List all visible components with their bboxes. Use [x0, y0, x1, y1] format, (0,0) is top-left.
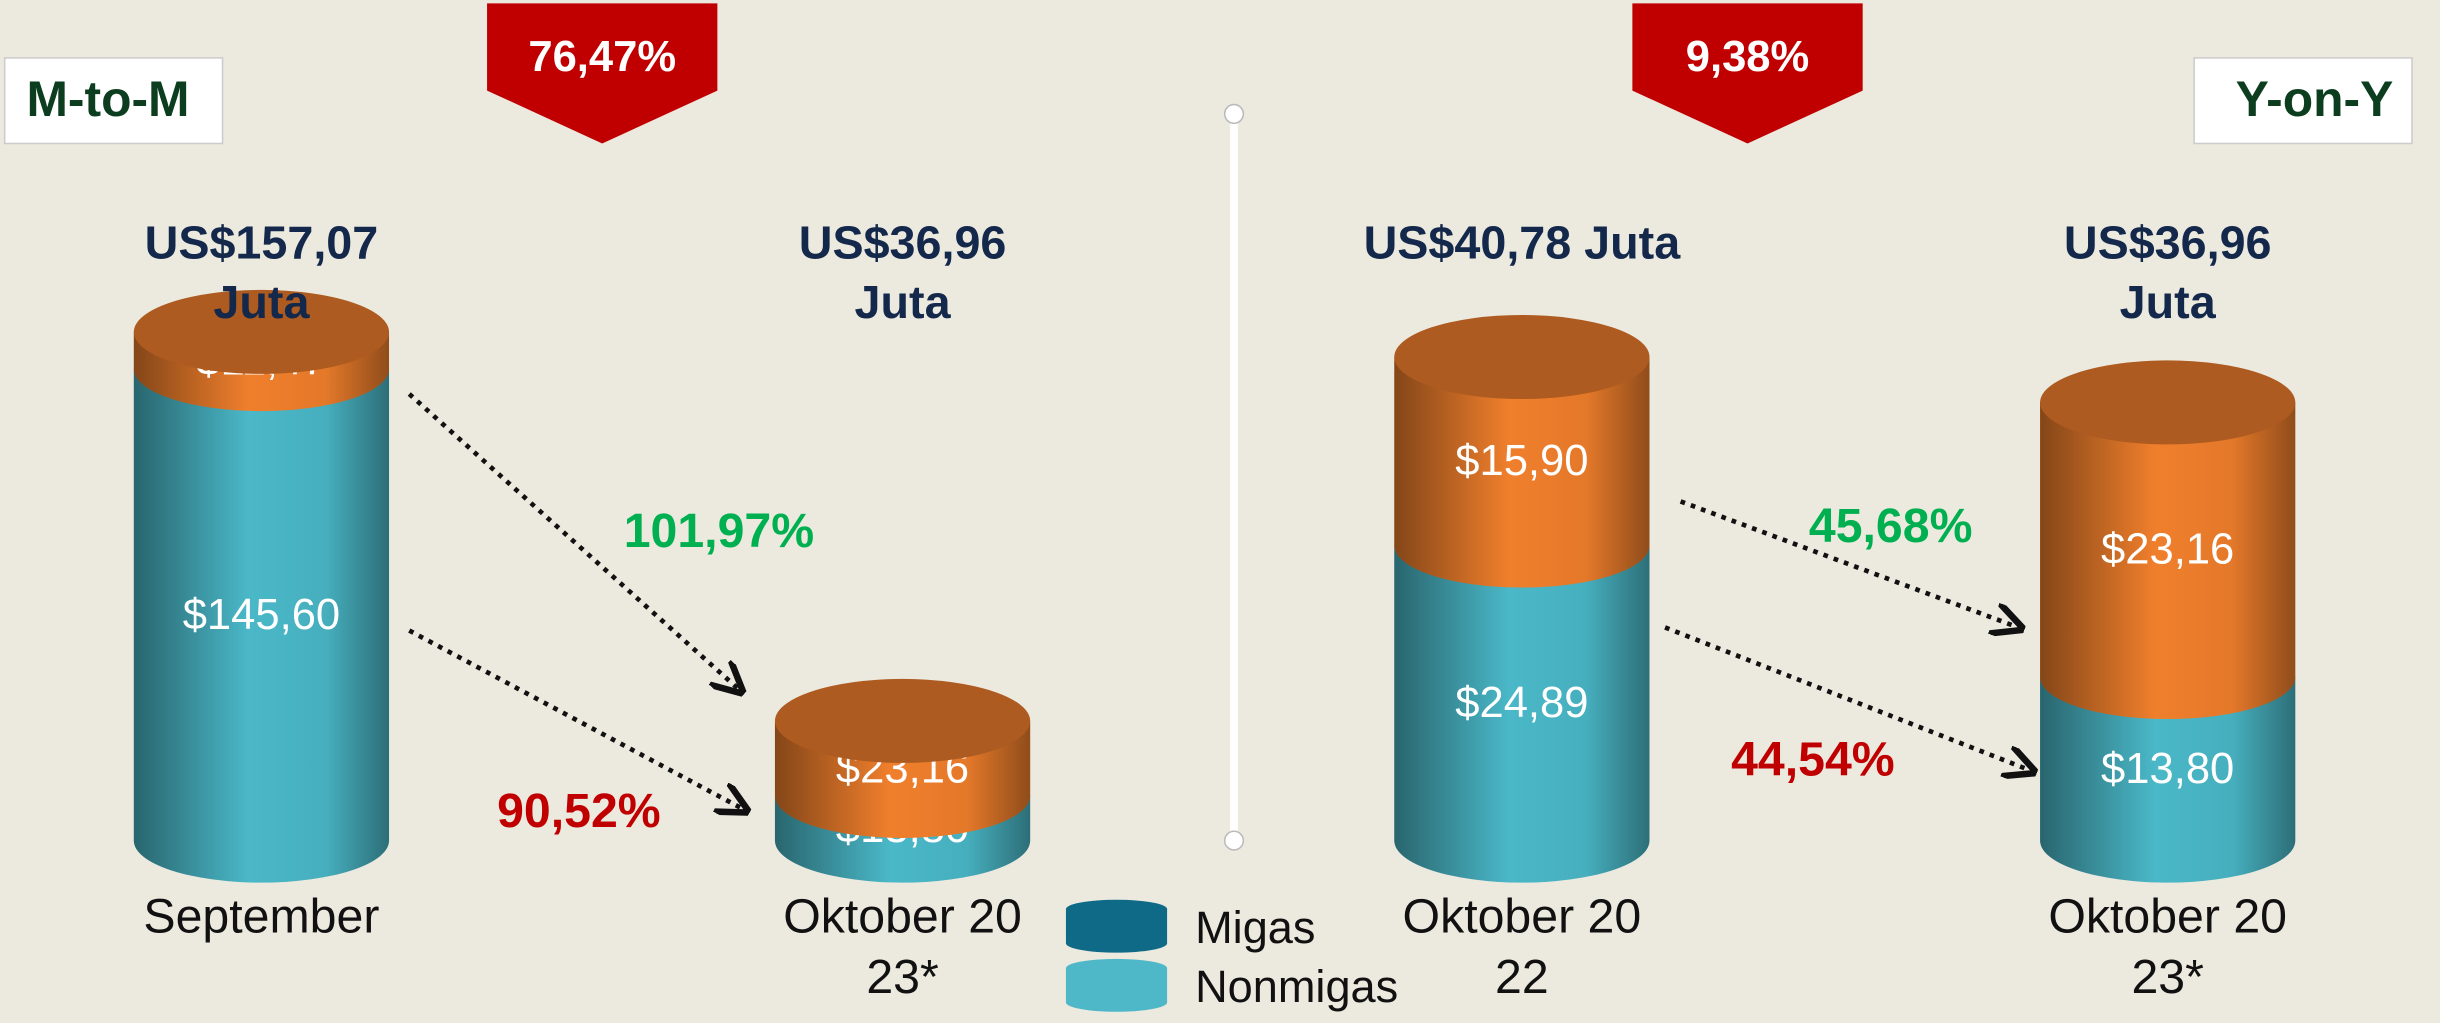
segment-shade	[2040, 677, 2296, 883]
cylinder-top	[2040, 360, 2296, 445]
value-label: $15,90	[1455, 437, 1588, 485]
divider-end	[1223, 103, 1245, 125]
badge-label: 9,38%	[1686, 33, 1810, 81]
total-label: US$36,96 Juta	[798, 218, 1007, 328]
total-label: US$36,96 Juta	[2063, 218, 2272, 328]
legend-swatch-top	[1065, 958, 1168, 978]
cylinder-top	[1394, 314, 1650, 400]
cylinder-top	[133, 289, 390, 374]
cylinder-top	[774, 678, 1031, 763]
change-arrow	[408, 628, 744, 810]
total-label: US$157,07 Juta	[144, 218, 379, 328]
legend-label: Migas	[1195, 902, 1315, 953]
change-arrow	[1664, 625, 2031, 770]
badge	[487, 3, 718, 144]
change-label: 101,97%	[624, 504, 814, 558]
divider-end	[1223, 830, 1245, 851]
change-arrow	[407, 392, 739, 690]
category-label: Oktober 2022	[1402, 888, 1642, 1004]
value-label: $23,16	[2101, 526, 2234, 574]
category-label: Oktober 2023*	[2048, 888, 2288, 1004]
mode-box	[2193, 57, 2413, 145]
change-label: 45,68%	[1809, 499, 1973, 553]
total-label: US$40,78 Juta	[1363, 218, 1681, 270]
legend-swatch-top	[1065, 899, 1168, 919]
category-label: September	[143, 888, 380, 944]
category-label: September	[143, 888, 380, 944]
segment-shade	[133, 369, 390, 883]
badge-label: 76,47%	[528, 33, 676, 81]
mode-label: Y-on-Y	[2236, 71, 2394, 127]
total-label: US$40,78 Juta	[1363, 218, 1681, 270]
segment-shade	[1394, 545, 1650, 883]
value-label: $145,60	[183, 591, 340, 639]
category-label: Oktober 2023*	[783, 888, 1022, 1004]
category-label: Oktober 2023*	[783, 888, 1022, 1004]
badge	[1632, 3, 1863, 144]
change-label: 44,54%	[1731, 733, 1895, 787]
category-label: Oktober 2022	[1402, 888, 1642, 1004]
segment-shade	[2040, 402, 2296, 720]
value-label: $24,89	[1455, 679, 1588, 727]
mode-box	[3, 57, 224, 145]
legend-label: Nonmigas	[1195, 961, 1398, 1012]
change-label: 90,52%	[497, 784, 661, 838]
total-label: US$36,96 Juta	[2063, 218, 2272, 328]
value-label: $13,80	[2101, 745, 2234, 793]
total-label: US$36,96 Juta	[798, 218, 1007, 328]
segment-shade	[1394, 357, 1650, 588]
total-label: US$157,07 Juta	[144, 218, 379, 328]
legend-swatch-bottom	[1065, 933, 1168, 953]
mode-label: M-to-M	[26, 71, 189, 127]
category-label: Oktober 2023*	[2048, 888, 2288, 1004]
legend-swatch-bottom	[1065, 993, 1168, 1012]
